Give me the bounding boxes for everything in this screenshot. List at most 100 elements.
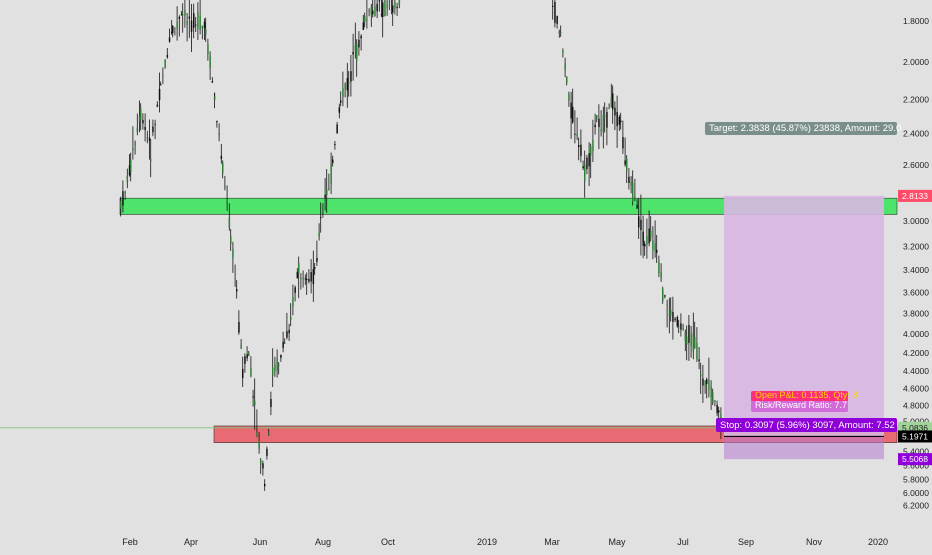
candle-body	[368, 10, 370, 12]
candle-body	[213, 97, 216, 101]
candle-body	[702, 378, 704, 386]
candle-body	[676, 316, 679, 327]
candle-body	[136, 127, 139, 132]
candle-body	[372, 10, 374, 15]
candle-body	[700, 374, 702, 377]
candle-body	[624, 160, 626, 165]
candle-body	[616, 111, 618, 127]
candle-body	[324, 194, 326, 198]
candle-body	[598, 118, 600, 128]
candle-body	[596, 115, 598, 120]
candle-body	[394, 2, 396, 9]
candle-body	[268, 432, 270, 435]
candle-body	[398, 0, 401, 6]
candle-body	[264, 484, 266, 487]
y-tick-label: 1.8000	[903, 16, 929, 26]
candle-body	[576, 133, 578, 137]
svg-text:2.8133: 2.8133	[902, 191, 928, 201]
candle-body	[158, 88, 161, 101]
x-tick-label: Feb	[122, 537, 138, 547]
svg-text:5.5068: 5.5068	[902, 454, 928, 464]
candle-body	[160, 84, 162, 86]
candle-body	[680, 323, 682, 330]
open-pnl-label[interactable]: Open P&L: 0.1135, Qty: 8	[751, 390, 857, 402]
x-tick-label: 2019	[477, 537, 497, 547]
candle-body	[628, 176, 630, 183]
stop-label[interactable]: Stop: 0.3097 (5.96%) 3097, Amount: 7.52	[716, 418, 897, 432]
candle-body	[150, 159, 152, 161]
candle-body	[300, 278, 302, 280]
candle-body	[682, 328, 684, 330]
candle-body	[588, 153, 590, 167]
candle-body	[230, 236, 232, 244]
candle-body	[578, 145, 580, 148]
svg-text:Open P&L: 0.1135, Qty: 8: Open P&L: 0.1135, Qty: 8	[755, 390, 857, 400]
candle-body	[128, 165, 131, 176]
candle-body	[260, 459, 262, 465]
svg-text:Stop: 0.3097 (5.96%) 3097, Amo: Stop: 0.3097 (5.96%) 3097, Amount: 7.52	[720, 420, 895, 431]
candle-body	[380, 14, 383, 16]
x-tick-label: Mar	[544, 537, 560, 547]
target-label[interactable]: Target: 2.3838 (45.87%) 23838, Amount: 2…	[705, 122, 901, 135]
candle-body	[266, 448, 268, 456]
candle-body	[126, 175, 129, 183]
candle-body	[370, 6, 373, 15]
candle-body	[120, 201, 122, 209]
candle-body	[201, 25, 204, 29]
candle-body	[258, 440, 260, 449]
x-tick-label: Nov	[806, 537, 823, 547]
x-tick-label: May	[608, 537, 626, 547]
candle-body	[626, 158, 628, 171]
candle-body	[218, 133, 220, 135]
candle-body	[556, 15, 558, 24]
svg-text:5.1971: 5.1971	[902, 431, 928, 441]
candle-body	[552, 5, 554, 8]
price-marker: 2.8133	[898, 189, 932, 202]
candle-body	[614, 107, 616, 116]
risk-reward-label[interactable]: Risk/Reward Ratio: 7.7	[751, 400, 848, 412]
candle-body	[140, 108, 142, 121]
candle-body	[197, 11, 199, 29]
y-tick-label: 2.2000	[903, 94, 929, 104]
candle-body	[392, 5, 394, 13]
candle-body	[684, 331, 687, 342]
x-tick-label: Jul	[677, 537, 689, 547]
candle-body	[690, 334, 692, 347]
candle-body	[334, 144, 336, 146]
candle-body	[220, 155, 223, 160]
price-marker: 5.5068	[898, 453, 932, 466]
candle-body	[176, 22, 178, 29]
candle-body	[360, 35, 362, 39]
candle-body	[156, 104, 159, 107]
candle-body	[296, 271, 299, 279]
candle-body	[698, 359, 700, 362]
candle-body	[570, 102, 572, 119]
candle-body	[716, 405, 718, 414]
candle-body	[252, 396, 254, 398]
candle-body	[184, 10, 186, 16]
candle-body	[168, 37, 171, 42]
price-marker: 5.1971	[898, 430, 932, 443]
y-tick-label: 4.4000	[903, 366, 929, 376]
candle-body	[193, 13, 195, 28]
candle-body	[234, 278, 236, 280]
candle-body	[582, 166, 584, 169]
candle-body	[338, 107, 341, 113]
y-tick-label: 5.6000	[903, 461, 929, 471]
candle-body	[594, 124, 596, 128]
candle-body	[195, 24, 197, 26]
candle-body	[226, 199, 228, 202]
candle-body	[672, 312, 674, 322]
y-tick-label: 3.4000	[903, 265, 929, 275]
candle-body	[382, 2, 384, 17]
candle-body	[328, 188, 330, 190]
candle-body	[622, 137, 624, 149]
candle-body	[608, 108, 610, 110]
candle-body	[232, 249, 234, 258]
candle-body	[384, 0, 386, 16]
stop-area[interactable]	[724, 436, 884, 460]
candle-body	[214, 96, 216, 99]
